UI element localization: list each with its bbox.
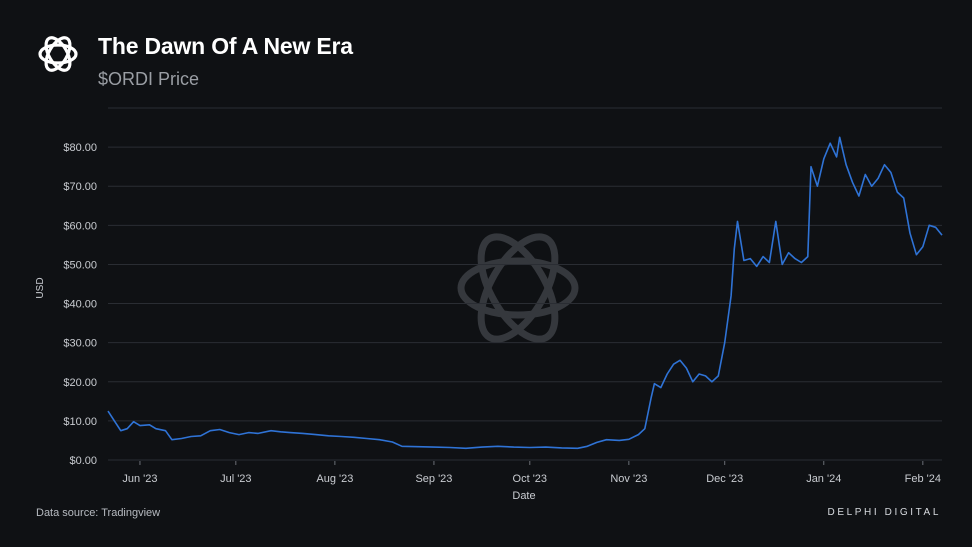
y-tick-label: $30.00 bbox=[63, 338, 97, 350]
y-axis-ticks: $0.00 $10.00 $20.00 $30.00 $40.00 $50.00 $60.0… bbox=[63, 142, 97, 467]
x-axis-ticks: Jun '23 Jul '23 Aug '23 Sep '23 Oct '23 Nov '… bbox=[122, 461, 941, 485]
x-tick-label: Oct '23 bbox=[513, 473, 548, 485]
y-tick-label: $10.00 bbox=[63, 416, 97, 428]
x-tick-label: Jul '23 bbox=[220, 473, 251, 485]
y-gridlines bbox=[108, 107, 942, 461]
brand-wordmark: DELPHI DIGITAL bbox=[827, 507, 941, 518]
x-tick-label: Sep '23 bbox=[415, 473, 452, 485]
y-tick-label: $50.00 bbox=[63, 259, 97, 271]
x-tick-label: Nov '23 bbox=[610, 473, 647, 485]
x-axis-label: Date bbox=[512, 490, 535, 502]
delphi-watermark-icon bbox=[457, 233, 579, 343]
x-tick-label: Jan '24 bbox=[806, 473, 841, 485]
data-source-note: Data source: Tradingview bbox=[36, 507, 161, 519]
x-tick-label: Aug '23 bbox=[316, 473, 353, 485]
y-tick-label: $20.00 bbox=[63, 377, 97, 389]
y-tick-label: $0.00 bbox=[69, 455, 97, 467]
y-tick-label: $60.00 bbox=[63, 220, 97, 232]
chart-header: The Dawn Of A New Era $ORDI Price bbox=[32, 28, 353, 89]
y-tick-label: $80.00 bbox=[63, 142, 97, 154]
delphi-flower-logo-icon bbox=[38, 36, 78, 72]
y-axis-label: USD bbox=[35, 277, 46, 298]
price-series-line bbox=[107, 136, 943, 450]
chart-subtitle: $ORDI Price bbox=[98, 69, 200, 89]
x-tick-label: Dec '23 bbox=[706, 473, 743, 485]
y-tick-label: $40.00 bbox=[63, 299, 97, 311]
x-tick-label: Jun '23 bbox=[122, 473, 157, 485]
y-tick-label: $70.00 bbox=[63, 181, 97, 193]
x-tick-label: Feb '24 bbox=[905, 473, 941, 485]
chart-title: The Dawn Of A New Era bbox=[98, 33, 353, 59]
